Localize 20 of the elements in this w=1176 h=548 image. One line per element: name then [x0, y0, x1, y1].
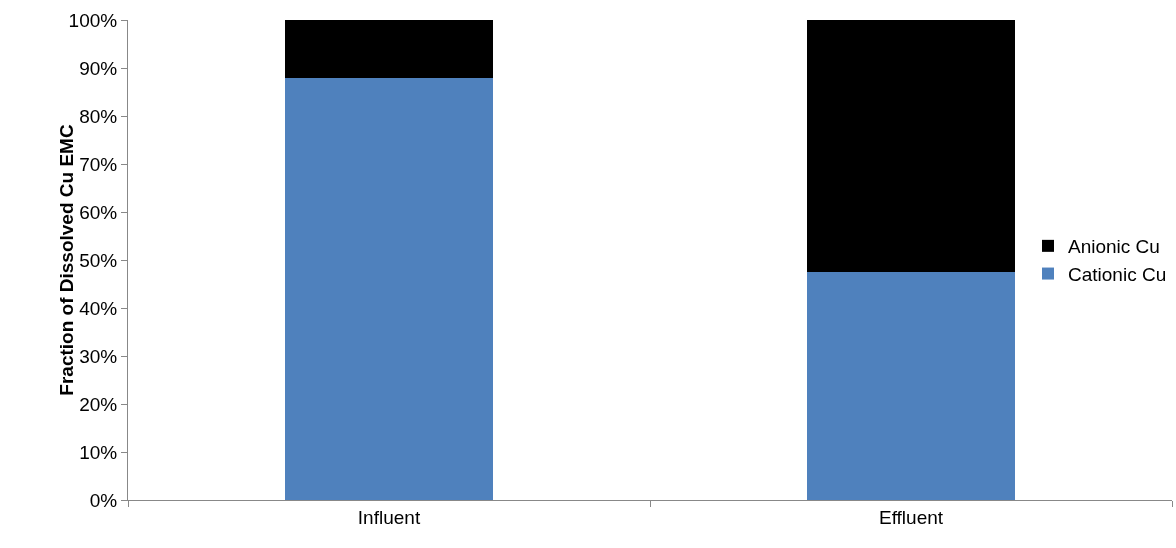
y-tick-label: 50% [79, 249, 118, 271]
bar [806, 272, 1016, 500]
y-tick-label: 60% [79, 201, 118, 223]
y-tick-label: 70% [79, 153, 118, 175]
y-tick-label: 100% [68, 9, 118, 31]
y-tick-label: 40% [79, 297, 118, 319]
y-tick-label: 80% [79, 105, 118, 127]
y-tick-label: 20% [79, 393, 118, 415]
y-tick-label: 90% [79, 57, 118, 79]
bar [806, 20, 1016, 272]
bar [284, 20, 494, 78]
y-tick-label: 30% [79, 345, 118, 367]
x-tick-label: Influent [357, 506, 421, 528]
y-tick-label: 0% [89, 489, 118, 511]
legend-label: Anionic Cu [1068, 236, 1160, 258]
y-tick-label: 10% [79, 441, 118, 463]
y-axis-title: Fraction of Dissolved Cu EMC [56, 124, 78, 396]
legend-label: Cationic Cu [1068, 263, 1167, 285]
bar [284, 77, 494, 500]
x-tick-label: Effluent [878, 506, 944, 528]
